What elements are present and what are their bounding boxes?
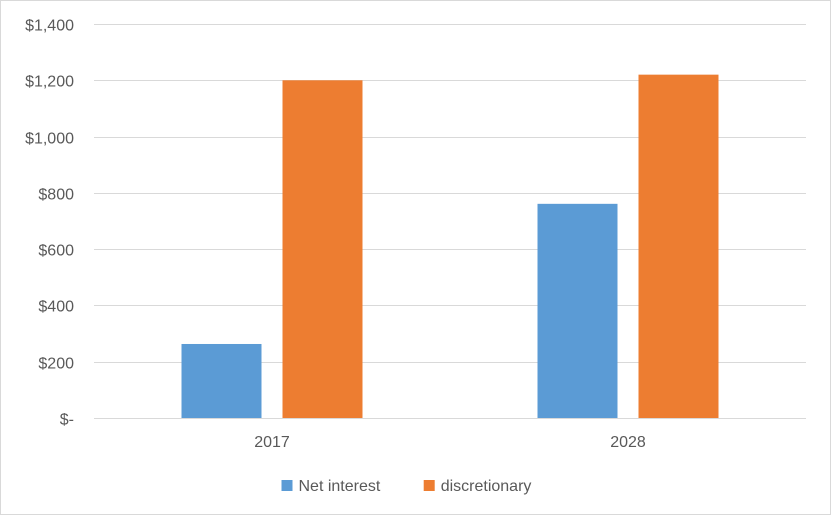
legend: Net interest discretionary — [281, 478, 532, 495]
bars — [181, 74, 719, 419]
y-tick-label: $1,400 — [25, 18, 74, 35]
x-axis-ticks: 2017 2028 — [254, 434, 646, 451]
y-tick-label: $- — [60, 412, 74, 429]
bar-discretionary-2017 — [282, 80, 363, 419]
y-tick-label: $1,200 — [25, 74, 74, 91]
bar-discretionary-2028 — [638, 74, 719, 419]
y-tick-label: $1,000 — [25, 131, 74, 148]
y-tick-label: $400 — [38, 299, 74, 316]
y-tick-label: $600 — [38, 243, 74, 260]
x-tick-label: 2028 — [610, 434, 646, 451]
legend-label: Net interest — [299, 478, 381, 495]
legend-swatch — [423, 480, 435, 491]
legend-swatch — [281, 480, 293, 491]
y-tick-label: $200 — [38, 356, 74, 373]
legend-label: discretionary — [441, 478, 532, 495]
x-tick-label: 2017 — [254, 434, 290, 451]
bar-net-interest-2017 — [181, 343, 262, 418]
bar-net-interest-2028 — [537, 203, 618, 418]
y-axis-ticks: $- $200 $400 $600 $800 $1,000 $1,200 $1,400 — [25, 18, 74, 429]
y-tick-label: $800 — [38, 187, 74, 204]
